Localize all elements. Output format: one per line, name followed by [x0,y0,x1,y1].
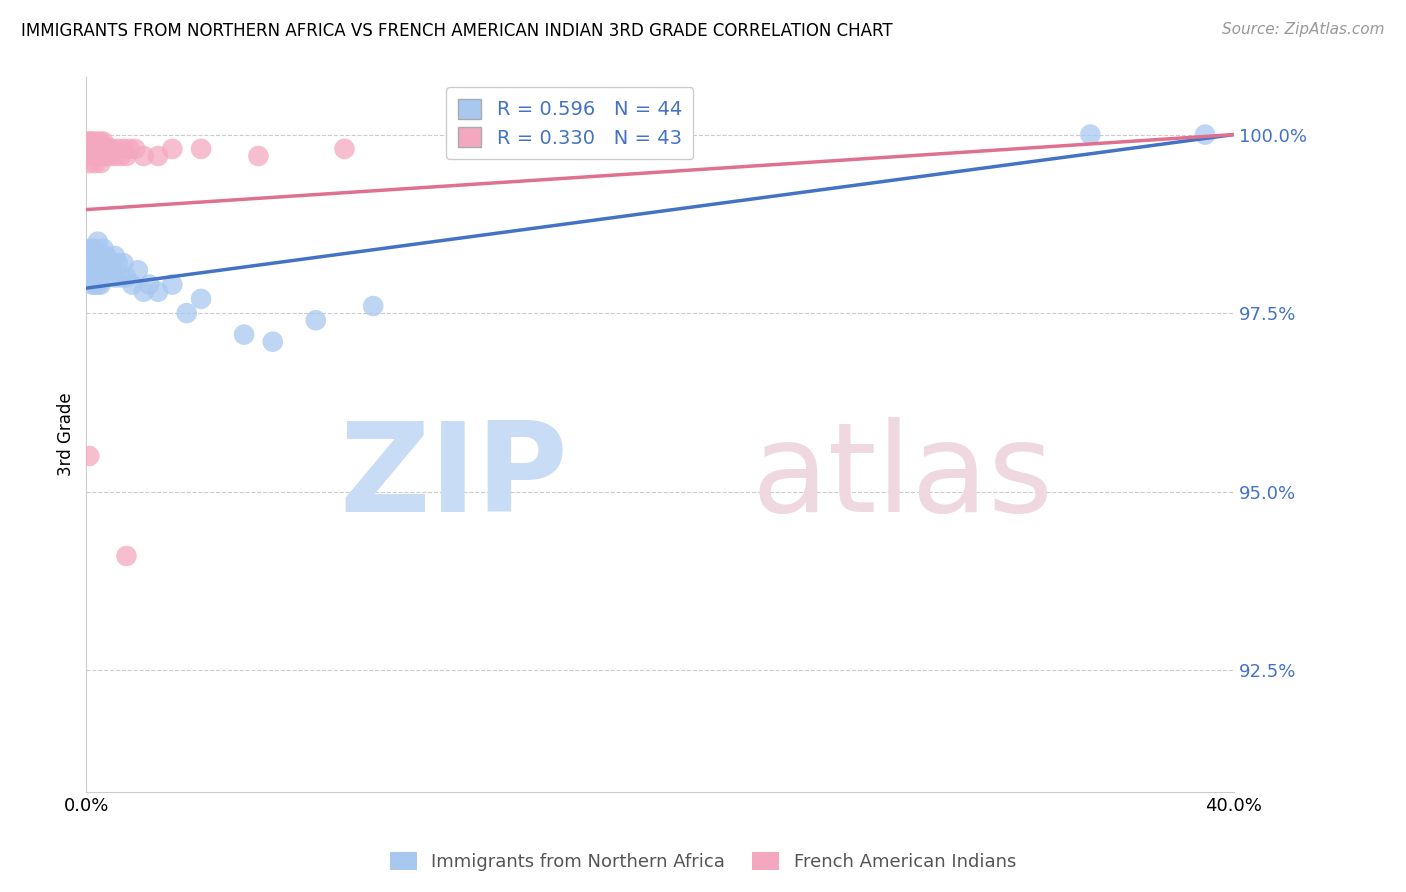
Point [115,270,138,285]
Point [83,149,105,163]
Point [104,249,127,263]
Point [83,156,105,170]
Point [110,270,132,285]
Point [96,149,118,163]
Point [77,263,100,277]
Point [132,149,155,163]
Point [80,256,103,270]
Point [262,334,284,349]
Point [96,142,118,156]
Point [162,277,184,292]
Point [80,135,103,149]
Point [80,135,103,149]
Point [98,256,121,270]
Point [90,263,112,277]
Point [80,242,103,256]
Point [233,327,256,342]
Point [104,149,127,163]
Point [132,285,155,299]
Point [115,549,138,563]
Point [90,142,112,156]
Point [107,142,129,156]
Point [80,149,103,163]
Point [77,449,100,463]
Point [83,277,105,292]
Point [146,285,169,299]
Text: atlas: atlas [752,417,1054,538]
Point [90,135,112,149]
Point [87,142,110,156]
Point [80,142,103,156]
Text: Source: ZipAtlas.com: Source: ZipAtlas.com [1222,22,1385,37]
Point [162,142,184,156]
Point [247,149,270,163]
Point [77,142,100,156]
Y-axis label: 3rd Grade: 3rd Grade [58,392,75,476]
Point [87,149,110,163]
Point [90,156,112,170]
Point [305,313,328,327]
Point [96,249,118,263]
Legend: Immigrants from Northern Africa, French American Indians: Immigrants from Northern Africa, French … [382,845,1024,879]
Point [87,235,110,249]
Point [104,270,127,285]
Point [93,142,115,156]
Point [93,149,115,163]
Point [121,277,143,292]
Point [93,256,115,270]
Point [115,149,138,163]
Point [101,263,124,277]
Point [127,263,149,277]
Point [77,242,100,256]
Point [361,299,384,313]
Point [110,149,132,163]
Point [98,149,121,163]
Point [77,156,100,170]
Text: ZIP: ZIP [339,417,568,538]
Point [96,263,118,277]
Point [93,242,115,256]
Point [190,142,212,156]
Point [83,142,105,156]
Point [562,128,585,142]
Point [83,263,105,277]
Point [98,142,121,156]
Point [118,142,141,156]
Point [77,149,100,163]
Point [112,256,135,270]
Point [80,270,103,285]
Point [93,135,115,149]
Point [112,142,135,156]
Point [146,149,169,163]
Point [77,135,100,149]
Point [124,142,146,156]
Point [87,135,110,149]
Point [83,249,105,263]
Point [83,242,105,256]
Point [77,135,100,149]
Point [190,292,212,306]
Point [1194,128,1216,142]
Point [1078,128,1101,142]
Point [90,277,112,292]
Point [83,135,105,149]
Legend: R = 0.596   N = 44, R = 0.330   N = 43: R = 0.596 N = 44, R = 0.330 N = 43 [446,87,693,160]
Point [87,277,110,292]
Point [333,142,356,156]
Text: IMMIGRANTS FROM NORTHERN AFRICA VS FRENCH AMERICAN INDIAN 3RD GRADE CORRELATION : IMMIGRANTS FROM NORTHERN AFRICA VS FRENC… [21,22,893,40]
Point [87,263,110,277]
Point [77,249,100,263]
Point [176,306,198,320]
Point [87,249,110,263]
Point [138,277,160,292]
Point [101,142,124,156]
Point [107,256,129,270]
Point [90,249,112,263]
Point [80,277,103,292]
